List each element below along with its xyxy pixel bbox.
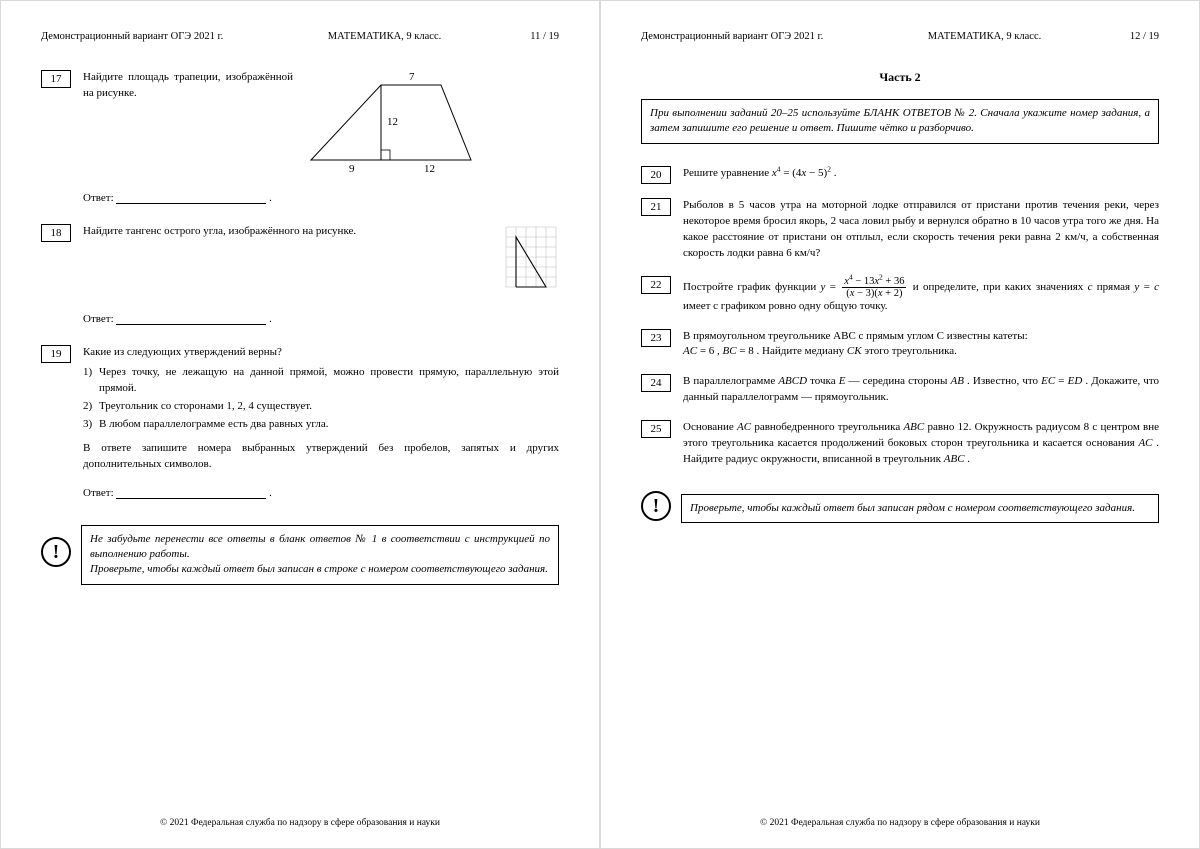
exclamation-icon: ! <box>641 491 671 521</box>
header-subject: МАТЕМАТИКА, 9 класс. <box>270 31 499 42</box>
task-number: 23 <box>641 329 671 347</box>
reminder-box: Проверьте, чтобы каждый ответ был записа… <box>681 494 1159 523</box>
task-number: 21 <box>641 198 671 216</box>
task-number: 19 <box>41 345 71 363</box>
page-footer: © 2021 Федеральная служба по надзору в с… <box>1 818 599 828</box>
answer-blank <box>116 498 266 499</box>
label-base-right: 12 <box>424 163 435 175</box>
label-base-left: 9 <box>349 163 355 175</box>
answer-blank <box>116 203 266 204</box>
task-number: 20 <box>641 166 671 184</box>
task-body: Какие из следующих утверждений верны? 1)… <box>83 345 559 473</box>
task-number: 18 <box>41 224 71 242</box>
statement-2: 2)Треугольник со сторонами 1, 2, 4 сущес… <box>83 399 559 415</box>
grid-figure <box>503 224 559 293</box>
answer-blank <box>116 324 266 325</box>
statement-list: 1)Через точку, не лежащую на данной прям… <box>83 365 559 433</box>
page-header: Демонстрационный вариант ОГЭ 2021 г. МАТ… <box>641 31 1159 42</box>
label-height: 12 <box>387 116 398 128</box>
task-number: 25 <box>641 420 671 438</box>
task-21: 21 Рыболов в 5 часов утра на моторной ло… <box>641 198 1159 262</box>
answer-19: Ответ: . <box>83 487 559 499</box>
task-text: Решите уравнение x4 = (4x − 5)2 . <box>683 166 1159 182</box>
answer-label: Ответ: <box>83 313 114 325</box>
task-19: 19 Какие из следующих утверждений верны?… <box>41 345 559 473</box>
fraction: x4 − 13x2 + 36 (x − 3)(x + 2) <box>842 276 906 299</box>
page-spread: Демонстрационный вариант ОГЭ 2021 г. МАТ… <box>0 0 1200 849</box>
task-text: Основание AC равнобедренного треугольник… <box>683 420 1159 468</box>
reminder-line2: Проверьте, чтобы каждый ответ был записа… <box>90 563 548 575</box>
task-text: Постройте график функции y = x4 − 13x2 +… <box>683 276 1159 315</box>
header-left: Демонстрационный вариант ОГЭ 2021 г. <box>41 31 270 42</box>
task-22: 22 Постройте график функции y = x4 − 13x… <box>641 276 1159 315</box>
header-pageno: 12 / 19 <box>1099 31 1159 42</box>
task-text: Найдите площадь трапеции, изображённой н… <box>83 70 293 102</box>
task-18: 18 Найдите тангенс острого угла, изображ… <box>41 224 559 293</box>
page-11: Демонстрационный вариант ОГЭ 2021 г. МАТ… <box>0 0 600 849</box>
numerator: x4 − 13x2 + 36 <box>842 276 906 288</box>
statement-3: 3)В любом параллелограмме есть два равны… <box>83 417 559 433</box>
task-number: 22 <box>641 276 671 294</box>
task-24: 24 В параллелограмме ABCD точка E — сере… <box>641 374 1159 406</box>
exclamation-icon: ! <box>41 537 71 567</box>
label-top: 7 <box>409 71 415 83</box>
task-number: 17 <box>41 70 71 88</box>
task-text: Рыболов в 5 часов утра на моторной лодке… <box>683 198 1159 262</box>
task-20: 20 Решите уравнение x4 = (4x − 5)2 . <box>641 166 1159 184</box>
task-text: В прямоугольном треугольнике ABC с прямы… <box>683 329 1159 361</box>
instructions-box: При выполнении заданий 20–25 используйте… <box>641 99 1159 144</box>
page-footer: © 2021 Федеральная служба по надзору в с… <box>601 818 1199 828</box>
task-number: 24 <box>641 374 671 392</box>
reminder-box-row: ! Не забудьте перенести все ответы в бла… <box>41 519 559 585</box>
page-12: Демонстрационный вариант ОГЭ 2021 г. МАТ… <box>600 0 1200 849</box>
answer-label: Ответ: <box>83 487 114 499</box>
triangle <box>516 237 546 287</box>
task-text: Найдите тангенс острого угла, изображённ… <box>83 224 495 240</box>
reminder-box-row: ! Проверьте, чтобы каждый ответ был запи… <box>641 488 1159 523</box>
task-tail: В ответе запишите номера выбранных утвер… <box>83 441 559 473</box>
trapezoid-figure: 7 12 9 12 <box>301 70 481 178</box>
right-angle-mark <box>381 150 390 160</box>
header-subject: МАТЕМАТИКА, 9 класс. <box>870 31 1099 42</box>
task-text: В параллелограмме ABCD точка E — середин… <box>683 374 1159 406</box>
task-intro: Какие из следующих утверждений верны? <box>83 345 559 361</box>
equation: y = x4 − 13x2 + 36 (x − 3)(x + 2) <box>821 281 913 293</box>
grid-lines <box>506 227 556 287</box>
reminder-box: Не забудьте перенести все ответы в бланк… <box>81 525 559 585</box>
part-title: Часть 2 <box>641 70 1159 85</box>
answer-label: Ответ: <box>83 192 114 204</box>
task-23: 23 В прямоугольном треугольнике ABC с пр… <box>641 329 1159 361</box>
statement-1: 1)Через точку, не лежащую на данной прям… <box>83 365 559 397</box>
reminder-line1: Не забудьте перенести все ответы в бланк… <box>90 533 550 560</box>
answer-17: Ответ: . <box>83 192 559 204</box>
answer-18: Ответ: . <box>83 313 559 325</box>
task-25: 25 Основание AC равнобедренного треуголь… <box>641 420 1159 468</box>
page-header: Демонстрационный вариант ОГЭ 2021 г. МАТ… <box>41 31 559 42</box>
task-17: 17 Найдите площадь трапеции, изображённо… <box>41 70 559 178</box>
header-pageno: 11 / 19 <box>499 31 559 42</box>
header-left: Демонстрационный вариант ОГЭ 2021 г. <box>641 31 870 42</box>
denominator: (x − 3)(x + 2) <box>842 288 906 299</box>
